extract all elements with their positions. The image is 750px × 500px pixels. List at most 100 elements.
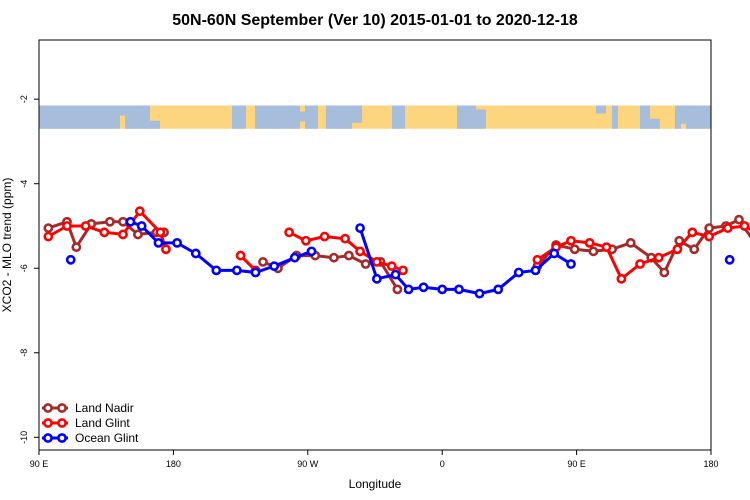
data-point — [530, 265, 541, 276]
data-point — [493, 284, 504, 295]
data-point — [513, 267, 524, 278]
y-tick-label: -2 — [19, 95, 29, 103]
data-point — [306, 246, 317, 257]
data-point — [43, 223, 54, 233]
data-point — [549, 248, 560, 259]
chart-title: 50N-60N September (Ver 10) 2015-01-01 to… — [172, 12, 578, 29]
data-point — [390, 269, 401, 280]
map-coast-detail — [650, 118, 660, 129]
data-point — [437, 284, 448, 295]
data-point — [284, 227, 295, 238]
data-point — [566, 259, 576, 269]
map-ocean-region — [612, 105, 618, 129]
data-point — [136, 221, 147, 231]
series-land-glint — [43, 206, 750, 284]
legend-swatch-marker — [57, 418, 67, 428]
legend-swatch-marker — [43, 418, 53, 428]
legend-swatch-marker — [57, 403, 67, 413]
data-point — [289, 252, 300, 263]
data-point — [454, 284, 464, 295]
y-tick-label: -10 — [19, 431, 29, 444]
data-point — [329, 252, 339, 263]
data-point — [616, 273, 627, 284]
data-point — [360, 259, 371, 269]
y-axis-title: XCO2 - MLO trend (ppm) — [0, 178, 14, 313]
map-coast-detail — [596, 105, 606, 114]
data-point — [231, 265, 242, 276]
data-point — [250, 267, 261, 278]
y-tick-label: -6 — [19, 264, 29, 272]
legend-swatch-marker — [43, 433, 53, 443]
data-point — [190, 248, 201, 259]
map-coast-detail — [476, 109, 486, 129]
map-land-base — [39, 105, 711, 129]
data-point — [319, 231, 330, 242]
legend-label: Ocean Glint — [75, 431, 139, 445]
map-coast-detail — [120, 105, 130, 116]
data-point — [418, 282, 429, 293]
data-point — [71, 242, 82, 253]
map-coast-detail — [681, 105, 686, 124]
data-point — [172, 237, 183, 248]
data-point — [269, 261, 280, 272]
data-point — [43, 231, 54, 242]
data-point — [62, 221, 72, 231]
map-ocean-region — [457, 105, 476, 129]
data-point — [134, 206, 145, 217]
map-ocean-region — [232, 105, 246, 129]
data-point — [125, 216, 136, 227]
data-point — [689, 244, 700, 255]
series-ocean-glint — [65, 216, 735, 299]
data-point — [687, 227, 698, 238]
data-point — [625, 237, 636, 248]
data-point — [301, 235, 311, 246]
map-ocean-region — [640, 105, 650, 129]
series-land-nadir — [43, 214, 750, 295]
x-tick-label: 180 — [703, 459, 718, 469]
legend-swatch-marker — [43, 403, 53, 413]
series-layer — [43, 206, 750, 299]
data-point — [566, 235, 576, 246]
legend-swatch-marker — [57, 433, 67, 443]
map-ocean-region — [675, 105, 681, 129]
legend-item: Land Glint — [42, 416, 130, 430]
map-coast-detail — [352, 105, 362, 123]
data-point — [153, 237, 164, 248]
data-point — [398, 265, 408, 276]
x-tick-label: 90 E — [567, 459, 586, 469]
data-point — [343, 250, 354, 261]
data-point — [588, 246, 599, 257]
data-point — [532, 254, 543, 265]
map-ocean-region — [255, 105, 300, 129]
x-tick-label: 90 E — [30, 459, 49, 469]
data-point — [653, 252, 664, 263]
legend-label: Land Glint — [75, 416, 130, 430]
data-point — [569, 244, 580, 255]
data-point — [371, 273, 382, 284]
x-axis-title: Longitude — [349, 477, 402, 491]
map-ocean-region — [326, 105, 352, 129]
map-ocean-region — [305, 105, 318, 129]
data-point — [659, 267, 670, 278]
data-point — [99, 227, 110, 238]
data-point — [704, 231, 715, 242]
map-coast-detail — [150, 120, 160, 129]
data-point — [155, 227, 166, 238]
x-tick-label: 180 — [166, 459, 181, 469]
map-coast-detail — [300, 111, 310, 122]
data-point — [403, 284, 414, 295]
map-ocean-region — [39, 105, 120, 129]
data-point — [734, 214, 744, 225]
data-point — [635, 259, 645, 269]
data-point — [340, 233, 351, 244]
data-point — [722, 223, 733, 233]
data-point — [118, 216, 128, 227]
data-point — [672, 244, 683, 255]
data-point — [392, 284, 403, 295]
data-point — [386, 261, 397, 272]
data-point — [118, 229, 128, 240]
data-point — [355, 223, 365, 233]
legend-item: Ocean Glint — [42, 431, 139, 445]
